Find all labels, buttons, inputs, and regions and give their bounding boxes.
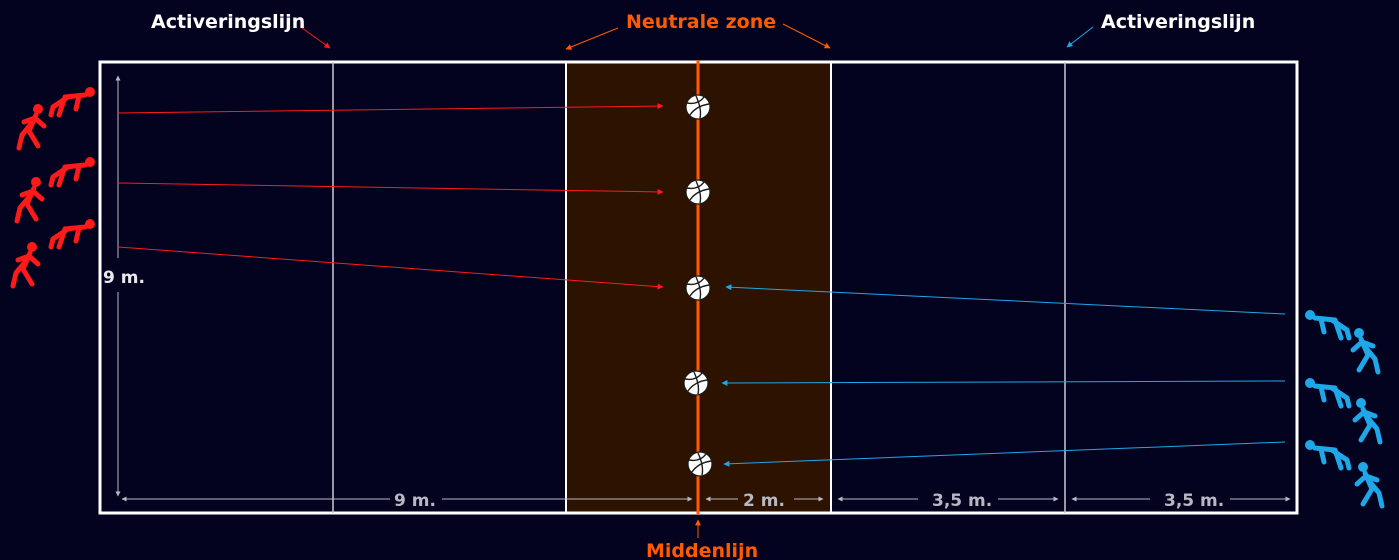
activation-line-right-label: Activeringslijn: [1101, 11, 1255, 33]
red-path-2: [117, 182, 664, 195]
volleyball-icon: [685, 179, 711, 205]
volleyball-icon: [687, 451, 713, 477]
volleyball-icon: [685, 275, 711, 301]
blue-path-2: [721, 379, 1286, 386]
volleyball-icon: [683, 370, 709, 396]
crouching-player-icon: [1306, 379, 1350, 407]
dimension-zone-b-label: 3,5 m.: [1164, 491, 1224, 511]
blue-team: [1306, 311, 1383, 507]
activation-line-left-label: Activeringslijn: [151, 11, 305, 33]
dimension-width-label: 9 m.: [103, 268, 145, 288]
activation-right-pointer: [1066, 26, 1094, 48]
red-path-1: [117, 103, 664, 114]
crouching-player-icon: [1306, 311, 1350, 339]
crouching-player-icon: [51, 158, 95, 186]
neutral-zone-pointer-left: [565, 27, 619, 50]
dimension-zone-a-label: 3,5 m.: [932, 491, 992, 511]
center-line-label: Middenlijn: [646, 540, 758, 560]
neutral-zone-label: Neutrale zone: [626, 11, 776, 33]
activation-left-pointer: [301, 27, 331, 49]
volleyball-icon: [685, 94, 711, 120]
blue-path-1: [725, 284, 1286, 315]
neutral-zone-pointer-right: [782, 23, 831, 49]
running-player-icon: [1357, 463, 1382, 507]
blue-path-3: [723, 441, 1286, 467]
crouching-player-icon: [51, 220, 95, 248]
running-player-icon: [19, 105, 44, 149]
running-player-icon: [1355, 399, 1380, 443]
running-player-icon: [13, 243, 38, 287]
running-player-icon: [17, 178, 42, 222]
crouching-player-icon: [1306, 441, 1350, 469]
crouching-player-icon: [51, 88, 95, 116]
running-player-icon: [1353, 329, 1378, 373]
red-path-3: [117, 246, 664, 290]
dimension-neutral-label: 2 m.: [743, 491, 785, 511]
red-team: [13, 88, 95, 287]
dimension-left-half-label: 9 m.: [394, 491, 436, 511]
